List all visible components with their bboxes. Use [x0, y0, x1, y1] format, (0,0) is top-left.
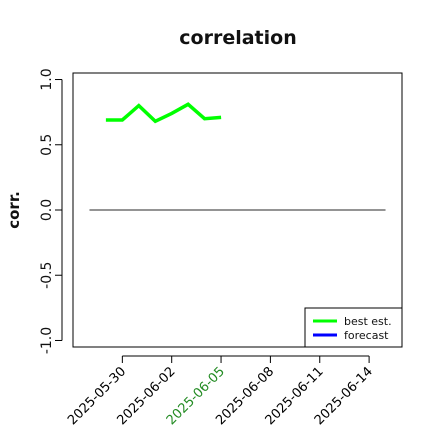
legend: best est. forecast [304, 307, 403, 348]
y-tick-label: 1.0 [39, 68, 55, 90]
chart-title: correlation [179, 27, 296, 49]
legend-label-forecast: forecast [344, 329, 389, 342]
y-tick-label: 0.5 [39, 134, 55, 156]
y-tick-label: -0.5 [39, 262, 55, 289]
y-tick-label: 0.0 [39, 199, 55, 221]
x-axis: 2025-05-302025-06-022025-06-052025-06-08… [65, 355, 376, 428]
legend-box [304, 307, 403, 348]
y-tick-label: -1.0 [39, 327, 55, 354]
legend-label-best-est: best est. [344, 315, 392, 328]
y-axis-label: corr. [5, 191, 23, 229]
series-group [105, 102, 222, 124]
y-axis: -1.0 -0.5 0.0 0.5 1.0 [39, 68, 63, 354]
series-line-best-est [105, 102, 222, 124]
plot-frame [72, 72, 403, 348]
